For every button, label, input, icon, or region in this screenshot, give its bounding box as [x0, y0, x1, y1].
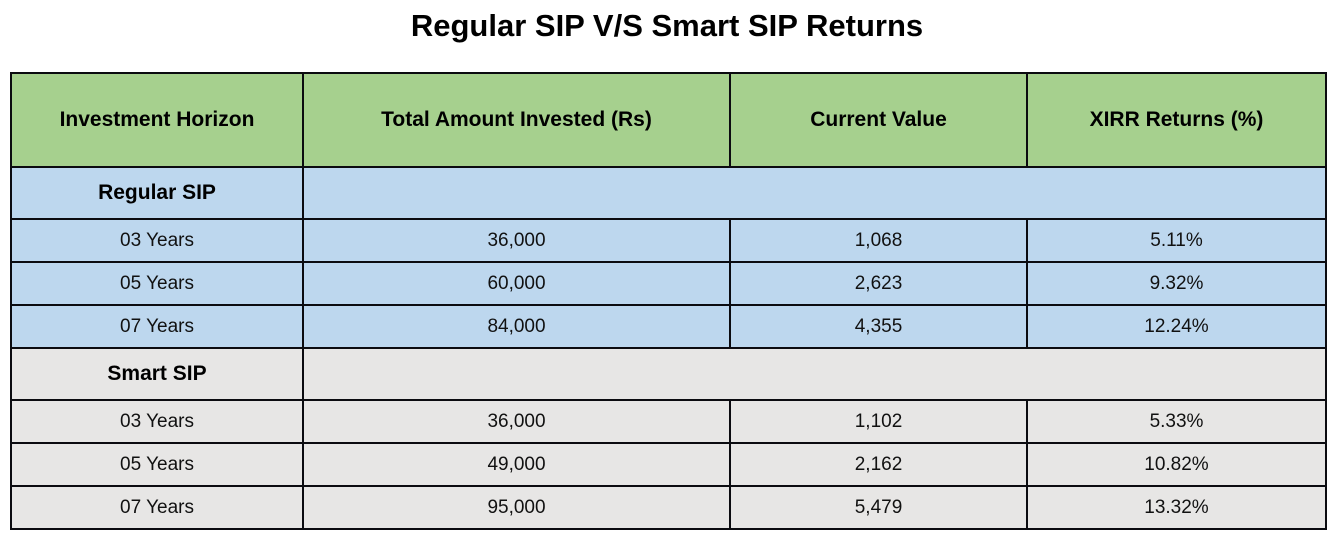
cell-current-value: 5,479	[729, 485, 1028, 530]
table-row: 05 Years 60,000 2,623 9.32%	[10, 261, 1327, 306]
cell-xirr: 5.11%	[1026, 218, 1327, 263]
table-header-row: Investment Horizon Total Amount Invested…	[10, 72, 1327, 168]
column-header-xirr-returns: XIRR Returns (%)	[1026, 72, 1327, 168]
cell-horizon: 03 Years	[10, 218, 304, 263]
column-header-current-value: Current Value	[729, 72, 1028, 168]
cell-invested: 36,000	[302, 218, 731, 263]
cell-xirr: 10.82%	[1026, 442, 1327, 487]
table-row: 07 Years 84,000 4,355 12.24%	[10, 304, 1327, 349]
section-label-regular-sip: Regular SIP	[10, 166, 304, 220]
cell-invested: 49,000	[302, 442, 731, 487]
section-row-spacer	[302, 166, 1327, 220]
cell-xirr: 13.32%	[1026, 485, 1327, 530]
cell-current-value: 1,068	[729, 218, 1028, 263]
cell-horizon: 05 Years	[10, 442, 304, 487]
cell-horizon: 03 Years	[10, 399, 304, 444]
cell-invested: 95,000	[302, 485, 731, 530]
cell-horizon: 07 Years	[10, 485, 304, 530]
cell-current-value: 2,162	[729, 442, 1028, 487]
section-row-smart-sip: Smart SIP	[10, 347, 1327, 401]
cell-horizon: 05 Years	[10, 261, 304, 306]
cell-invested: 84,000	[302, 304, 731, 349]
cell-current-value: 2,623	[729, 261, 1028, 306]
table-row: 03 Years 36,000 1,102 5.33%	[10, 399, 1327, 444]
section-row-regular-sip: Regular SIP	[10, 166, 1327, 220]
table-row: 03 Years 36,000 1,068 5.11%	[10, 218, 1327, 263]
page-title: Regular SIP V/S Smart SIP Returns	[410, 8, 924, 43]
cell-xirr: 9.32%	[1026, 261, 1327, 306]
column-header-total-amount-invested: Total Amount Invested (Rs)	[302, 72, 731, 168]
table-row: 05 Years 49,000 2,162 10.82%	[10, 442, 1327, 487]
cell-current-value: 4,355	[729, 304, 1028, 349]
sip-returns-table: Investment Horizon Total Amount Invested…	[10, 72, 1327, 530]
section-row-spacer	[302, 347, 1327, 401]
cell-invested: 60,000	[302, 261, 731, 306]
cell-horizon: 07 Years	[10, 304, 304, 349]
column-header-investment-horizon: Investment Horizon	[10, 72, 304, 168]
cell-xirr: 12.24%	[1026, 304, 1327, 349]
cell-invested: 36,000	[302, 399, 731, 444]
cell-current-value: 1,102	[729, 399, 1028, 444]
cell-xirr: 5.33%	[1026, 399, 1327, 444]
table-row: 07 Years 95,000 5,479 13.32%	[10, 485, 1327, 530]
section-label-smart-sip: Smart SIP	[10, 347, 304, 401]
